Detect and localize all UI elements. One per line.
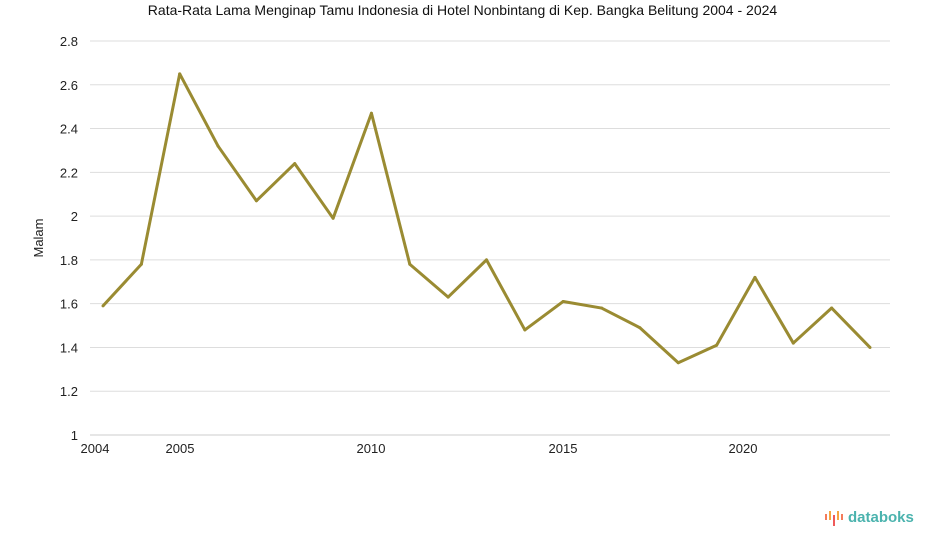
data-point (178, 72, 182, 76)
y-tick-label: 2.6 (60, 78, 78, 93)
data-point (446, 295, 450, 299)
x-tick-label: 2020 (729, 441, 758, 456)
databoks-logo: databoks (825, 509, 914, 526)
chart-title: Rata-Rata Lama Menginap Tamu Indonesia d… (147, 2, 778, 18)
y-axis-label: Malam (31, 218, 46, 257)
data-point (523, 328, 527, 332)
x-tick-label: 2005 (166, 441, 195, 456)
logo-bars-icon (825, 510, 843, 526)
y-tick-label: 1.2 (60, 384, 78, 399)
data-point (331, 216, 335, 220)
x-tick-label: 2010 (357, 441, 386, 456)
data-point (600, 306, 604, 310)
y-tick-label: 1.8 (60, 253, 78, 268)
logo-text: databoks (848, 509, 914, 526)
data-point (293, 162, 297, 166)
y-tick-label: 1.4 (60, 340, 78, 355)
y-tick-label: 2.8 (60, 34, 78, 49)
data-point (254, 199, 258, 203)
data-point (791, 341, 795, 345)
x-tick-label: 2015 (549, 441, 578, 456)
y-tick-label: 1.6 (60, 297, 78, 312)
data-point (408, 262, 412, 266)
data-point (715, 343, 719, 347)
data-point (369, 111, 373, 115)
x-tick-label: 2004 (81, 441, 110, 456)
data-point (753, 275, 757, 279)
data-point (561, 299, 565, 303)
y-tick-label: 2.2 (60, 165, 78, 180)
data-point (868, 345, 872, 349)
data-point (485, 258, 488, 262)
data-point (216, 144, 220, 148)
data-point (101, 304, 105, 308)
y-tick-label: 1 (71, 428, 78, 443)
data-point (638, 326, 642, 330)
data-point (676, 361, 680, 365)
data-point (830, 306, 834, 310)
data-point (139, 262, 143, 266)
y-tick-label: 2 (71, 209, 78, 224)
y-tick-label: 2.4 (60, 122, 78, 137)
series-line (101, 72, 872, 365)
